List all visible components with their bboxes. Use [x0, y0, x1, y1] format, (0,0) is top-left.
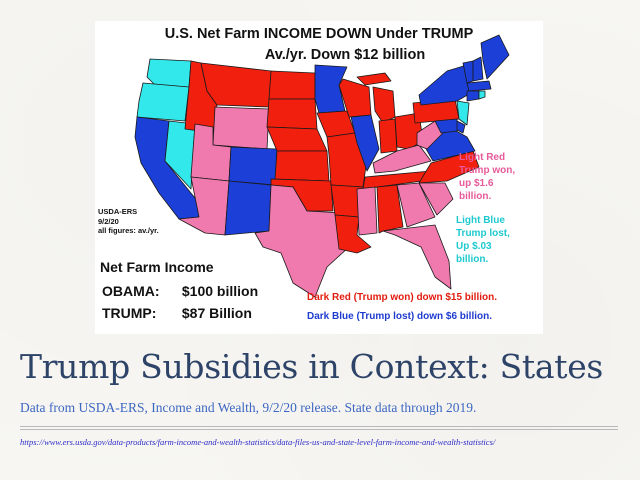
map-image-panel: U.S. Net Farm INCOME DOWN Under TRUMP Av…: [95, 21, 543, 334]
legend-light-red: Light Red Trump won, up $1.6 billion.: [459, 152, 516, 202]
slide-subtitle: Data from USDA-ERS, Income and Wealth, 9…: [20, 400, 477, 415]
state-or: [136, 82, 190, 122]
state-wa: [146, 58, 192, 88]
net-farm-income-heading: Net Farm Income: [100, 259, 214, 275]
income-row-trump: TRUMP: $87 Billion: [102, 305, 252, 321]
source-note: USDA-ERS 9/2/20 all figures: av./yr.: [98, 207, 159, 235]
source-url-link[interactable]: https://www.ers.usda.gov/data-products/f…: [20, 437, 496, 447]
income-row-value: $87 Billion: [181, 305, 252, 321]
legend-dark-blue: Dark Blue (Trump lost) down $6 billion.: [307, 311, 493, 322]
divider-line: [20, 426, 618, 427]
state-ga: [396, 182, 436, 228]
us-states-map: [134, 34, 510, 298]
state-sd: [266, 98, 318, 130]
divider-line: [20, 429, 618, 430]
state-il: [350, 114, 380, 172]
map-subtitle: Av./yr. Down $12 billion: [264, 47, 426, 63]
state-nj: [456, 100, 470, 126]
state-ky: [372, 144, 432, 174]
state-md: [434, 118, 458, 134]
state-tx: [254, 184, 350, 298]
state-nm: [224, 180, 272, 236]
state-ri: [478, 90, 486, 100]
state-ne: [266, 126, 328, 152]
income-row-obama: OBAMA: $100 billion: [102, 283, 258, 299]
income-row-value: $100 billion: [181, 283, 259, 299]
state-nd: [268, 70, 316, 100]
slide-title: Trump Subsidies in Context: States: [20, 347, 604, 386]
legend-dark-red: Dark Red (Trump won) down $15 billion.: [307, 292, 498, 303]
state-ny: [418, 64, 472, 106]
state-co: [228, 146, 278, 186]
state-al: [376, 184, 404, 234]
map-title: U.S. Net Farm INCOME DOWN Under TRUMP: [164, 26, 474, 42]
state-fl: [382, 224, 452, 290]
income-row-label: TRUMP:: [102, 305, 157, 321]
state-ct: [466, 90, 480, 102]
state-ks: [274, 150, 330, 182]
income-row-label: OBAMA:: [102, 283, 160, 299]
state-mt: [200, 62, 272, 108]
state-nh: [472, 56, 484, 82]
state-wy: [212, 106, 270, 150]
legend-light-blue: Light Blue Trump lost, Up $.03 billion.: [456, 215, 510, 265]
state-sc: [418, 182, 454, 216]
state-me: [480, 34, 510, 80]
state-ms: [356, 186, 378, 236]
state-in: [378, 118, 398, 154]
state-ma: [466, 80, 492, 92]
